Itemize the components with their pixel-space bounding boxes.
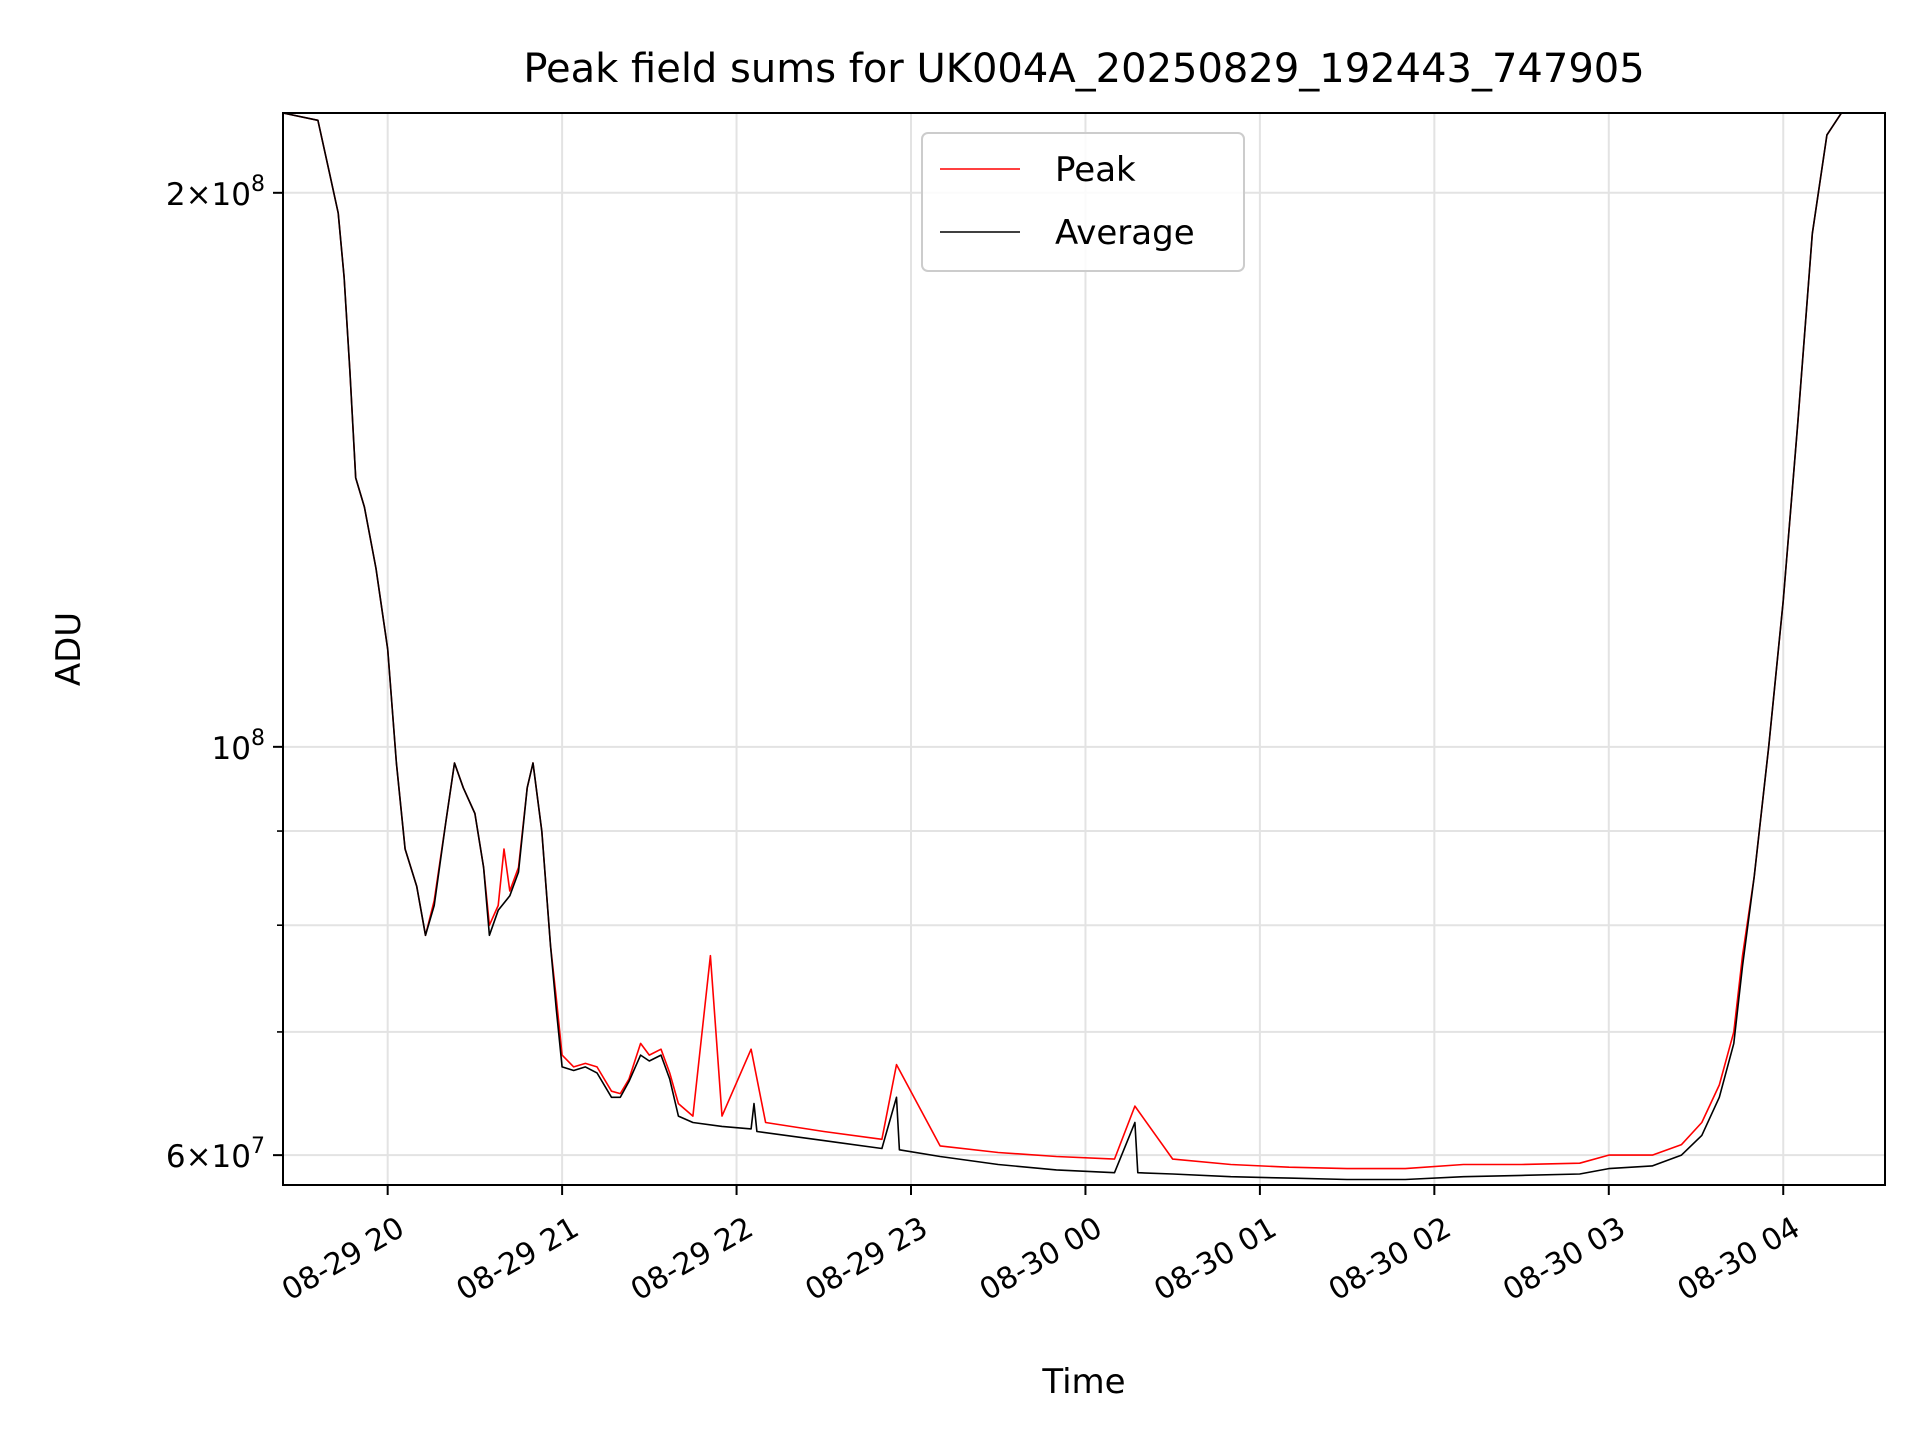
- legend-box: [921, 132, 1245, 272]
- y-tick-label: 6×107: [166, 1134, 265, 1175]
- y-axis-label: ADU: [49, 612, 89, 686]
- y-tick-label: 108: [212, 726, 265, 767]
- series-layer: [282, 112, 1885, 1181]
- legend: Peak Average: [921, 132, 1245, 272]
- series-line-average: [282, 112, 1885, 1181]
- x-axis-label: Time: [1041, 1362, 1125, 1402]
- plot-frame: [282, 112, 1886, 1186]
- chart-title: Peak field sums for UK004A_20250829_1924…: [523, 46, 1644, 92]
- legend-label-average: Average: [1055, 213, 1195, 253]
- y-tick-label: 2×108: [166, 172, 265, 213]
- legend-label-peak: Peak: [1055, 150, 1136, 190]
